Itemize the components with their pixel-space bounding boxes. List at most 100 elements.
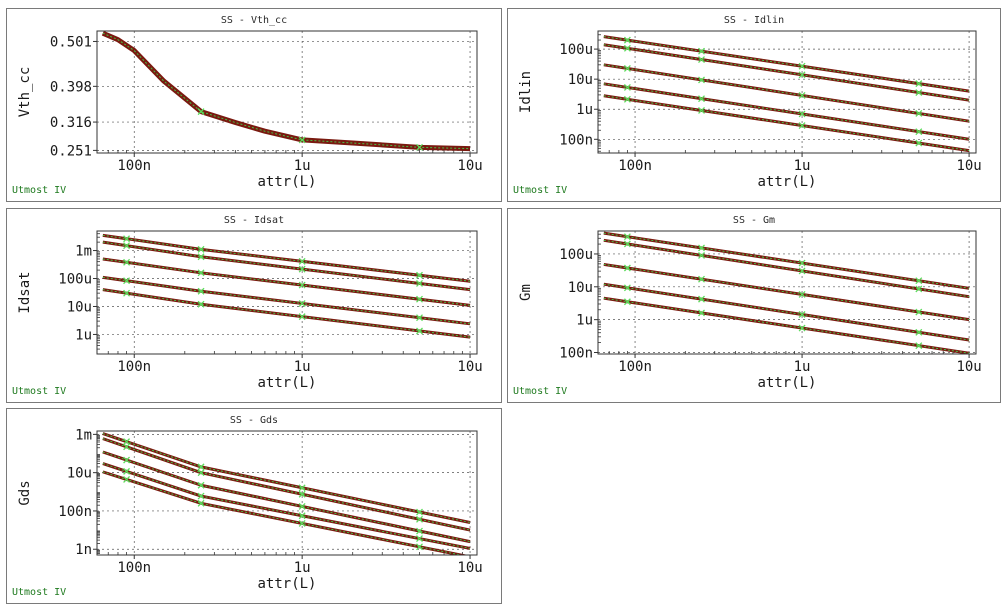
x-tick-label: 10u xyxy=(457,359,482,375)
plot-area-frame xyxy=(597,30,977,154)
data-point-marker xyxy=(123,467,131,475)
data-point-marker xyxy=(123,242,131,250)
series-line xyxy=(603,44,970,101)
data-point-marker xyxy=(298,265,306,273)
y-tick-label: 1u xyxy=(576,313,593,329)
data-point-marker xyxy=(623,284,631,292)
data-point-marker xyxy=(698,251,705,259)
data-point-marker xyxy=(798,259,806,267)
data-point-marker xyxy=(416,280,423,287)
y-tick-label: 10u xyxy=(568,280,593,296)
data-point-marker xyxy=(798,91,806,99)
data-point-marker xyxy=(416,271,423,279)
chart-title: SS - Gm xyxy=(733,215,775,226)
data-point-marker xyxy=(915,277,923,285)
y-tick-label: 1u xyxy=(576,102,593,118)
data-point-marker xyxy=(623,44,631,52)
series-1 xyxy=(603,231,970,290)
data-point-marker xyxy=(698,47,705,55)
data-point-marker xyxy=(298,136,306,144)
panel-footer-label: Utmost IV xyxy=(12,185,66,196)
data-point-marker xyxy=(197,492,205,500)
series-line xyxy=(603,83,970,140)
series-5 xyxy=(603,94,970,153)
series-line xyxy=(102,289,471,338)
chart-svg-gm: SS - Gm 100n 1u 10u 100n 1u 10u 100u attr(L) Gm Ut… xyxy=(513,215,982,397)
series-line xyxy=(102,32,471,150)
y-tick-label: 1m xyxy=(75,427,92,443)
series-line xyxy=(603,232,970,289)
chart-title: SS - Idsat xyxy=(224,215,284,226)
series-line-outline xyxy=(102,432,471,524)
data-point-marker xyxy=(798,311,806,318)
x-tick-label: 10u xyxy=(956,359,981,375)
data-point-marker xyxy=(197,499,205,507)
data-point-marker xyxy=(197,463,205,471)
data-point-marker xyxy=(698,76,705,84)
data-point-marker xyxy=(416,295,423,303)
data-point-marker xyxy=(123,277,131,285)
data-point-marker xyxy=(123,476,131,483)
data-point-marker xyxy=(698,275,705,283)
y-tick-label: 100u xyxy=(58,272,92,288)
plot-area-frame xyxy=(597,230,977,355)
y-tick-label: 100u xyxy=(559,247,593,263)
series-1 xyxy=(102,432,471,524)
x-axis-label: attr(L) xyxy=(257,576,316,592)
data-point-marker xyxy=(123,456,131,464)
x-tick-label: 100n xyxy=(117,359,151,375)
data-point-marker xyxy=(798,290,806,298)
x-tick-label: 100n xyxy=(117,158,151,174)
data-point-marker xyxy=(698,244,705,252)
y-tick-label: 100n xyxy=(559,132,593,148)
series-line xyxy=(102,234,471,282)
data-point-marker xyxy=(298,490,306,498)
y-tick-label: 1n xyxy=(75,542,92,558)
x-axis-label: attr(L) xyxy=(257,375,316,391)
data-point-marker xyxy=(197,253,205,261)
x-axis-label: attr(L) xyxy=(757,375,816,391)
plot-area-frame xyxy=(96,230,478,355)
y-tick-label: 100n xyxy=(58,504,92,520)
chart-title: SS - Gds xyxy=(230,415,278,426)
plot-area-frame xyxy=(96,430,478,556)
x-tick-label: 1u xyxy=(294,560,311,576)
chart-svg-gds: SS - Gds 100n 1u 10u 1n 100n 10u 1m attr(L) Gds Ut… xyxy=(12,415,483,598)
series-3 xyxy=(603,262,970,322)
data-point-marker xyxy=(298,257,306,265)
data-point-marker xyxy=(798,71,806,79)
y-tick-label: 100n xyxy=(559,345,593,361)
series-line xyxy=(603,95,970,152)
y-axis-label: Gm xyxy=(518,284,534,301)
data-point-marker xyxy=(298,281,306,289)
series-2 xyxy=(102,240,471,292)
data-point-marker xyxy=(197,108,205,116)
series-line xyxy=(603,297,970,354)
data-point-marker xyxy=(416,535,423,543)
data-point-marker xyxy=(915,109,923,117)
data-point-marker xyxy=(123,258,131,266)
x-axis-label: attr(L) xyxy=(257,174,316,190)
series-5 xyxy=(102,470,469,555)
data-point-marker xyxy=(798,267,806,275)
series-4 xyxy=(102,275,471,326)
data-point-marker xyxy=(298,313,306,321)
data-point-marker xyxy=(416,327,423,335)
y-tick-label: 100u xyxy=(559,42,593,58)
y-tick-label: 0.316 xyxy=(50,115,92,131)
data-point-marker xyxy=(698,106,705,114)
data-point-marker xyxy=(123,235,131,243)
data-point-marker xyxy=(197,300,205,308)
data-point-marker xyxy=(123,443,131,451)
chart-panel-vth-cc: SS - Vth_cc 100n 1u 10u 0.251 0.316 0.398 0.501… xyxy=(6,8,502,202)
series-line xyxy=(603,239,970,298)
panel-footer-label: Utmost IV xyxy=(513,185,567,196)
series-line xyxy=(603,64,970,122)
data-point-marker xyxy=(698,295,705,303)
x-axis-label: attr(L) xyxy=(757,174,816,190)
y-axis-label: Vth_cc xyxy=(17,67,33,118)
series-2 xyxy=(603,238,970,299)
series-2 xyxy=(603,43,970,102)
x-tick-label: 100n xyxy=(117,560,151,576)
data-point-marker xyxy=(623,233,631,241)
